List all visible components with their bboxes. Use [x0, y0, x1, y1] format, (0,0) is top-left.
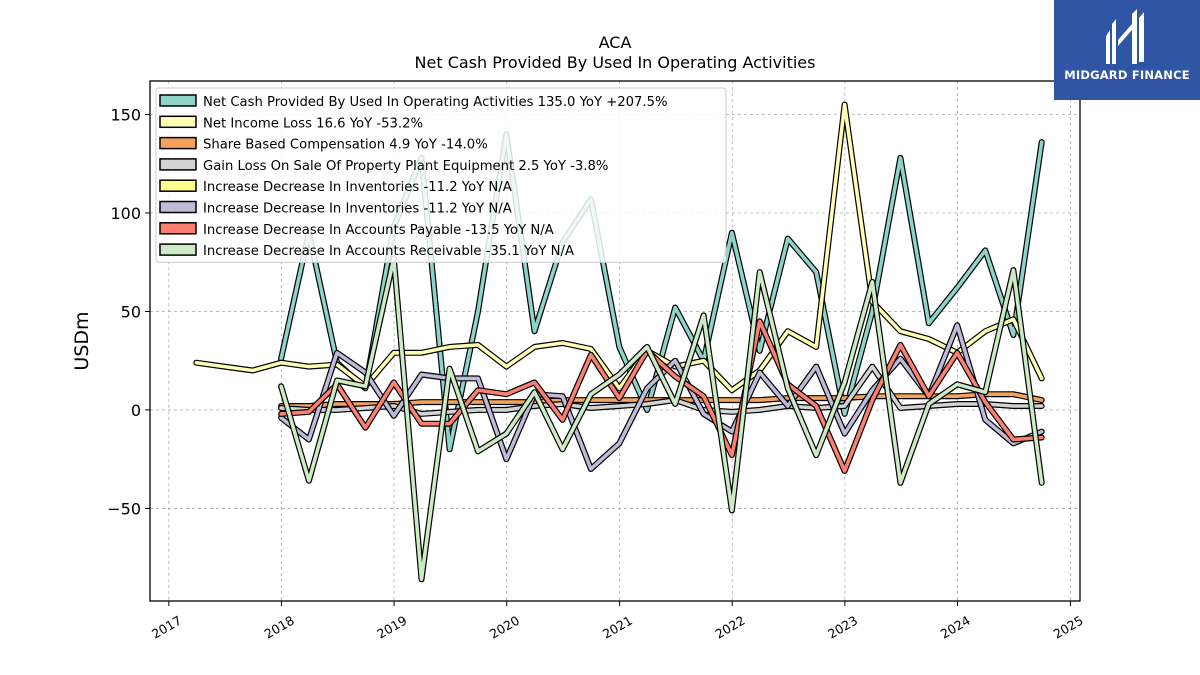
x-tick-label: 2021 — [600, 613, 635, 642]
legend-label: Net Income Loss 16.6 YoY -53.2% — [203, 116, 423, 131]
legend-label: Gain Loss On Sale Of Property Plant Equi… — [203, 159, 608, 174]
x-tick-label: 2017 — [149, 613, 184, 642]
legend-label: Increase Decrease In Inventories -11.2 Y… — [203, 202, 512, 217]
legend-box — [155, 87, 727, 263]
brand-name: MIDGARD FINANCE — [1064, 68, 1190, 82]
x-tick-label: 2018 — [262, 613, 297, 642]
legend-swatch — [159, 136, 197, 150]
legend-swatch — [159, 222, 197, 235]
x-tick-label: 2025 — [1051, 613, 1086, 642]
legend-label: Increase Decrease In Accounts Payable -1… — [203, 223, 554, 238]
legend: Net Cash Provided By Used In Operating A… — [155, 87, 727, 263]
y-tick-label: 150 — [110, 105, 141, 124]
x-tick-label: 2022 — [712, 613, 747, 642]
y-tick-label: 50 — [121, 302, 141, 321]
legend-swatch — [159, 158, 197, 171]
legend-swatch — [159, 243, 197, 256]
legend-swatch — [159, 200, 197, 214]
legend-label: Share Based Compensation 4.9 YoY -14.0% — [203, 138, 488, 153]
legend-label: Increase Decrease In Accounts Receivable… — [203, 244, 574, 259]
y-tick-label: 0 — [131, 401, 141, 420]
brand-logo: MIDGARD FINANCE — [1054, 0, 1200, 100]
series-line — [194, 102, 1044, 393]
legend-label: Increase Decrease In Inventories -11.2 Y… — [203, 180, 512, 195]
chart-title: ACA — [599, 33, 632, 52]
legend-swatch — [159, 115, 197, 129]
x-tick-label: 2019 — [374, 613, 409, 642]
legend-swatch — [159, 94, 197, 107]
x-tick-label: 2020 — [487, 613, 522, 642]
x-tick-label: 2023 — [825, 613, 860, 642]
y-tick-label: −50 — [107, 499, 141, 518]
legend-label: Net Cash Provided By Used In Operating A… — [203, 95, 668, 110]
x-tick-label: 2024 — [938, 613, 973, 642]
y-axis-label: USDm — [71, 311, 93, 370]
brand-logo-icon — [1106, 9, 1144, 64]
series-line — [279, 256, 1044, 582]
legend-swatch — [159, 179, 197, 192]
plot-frame — [149, 80, 1081, 602]
y-tick-label: 100 — [110, 204, 141, 223]
chart-subtitle: Net Cash Provided By Used In Operating A… — [415, 53, 816, 72]
